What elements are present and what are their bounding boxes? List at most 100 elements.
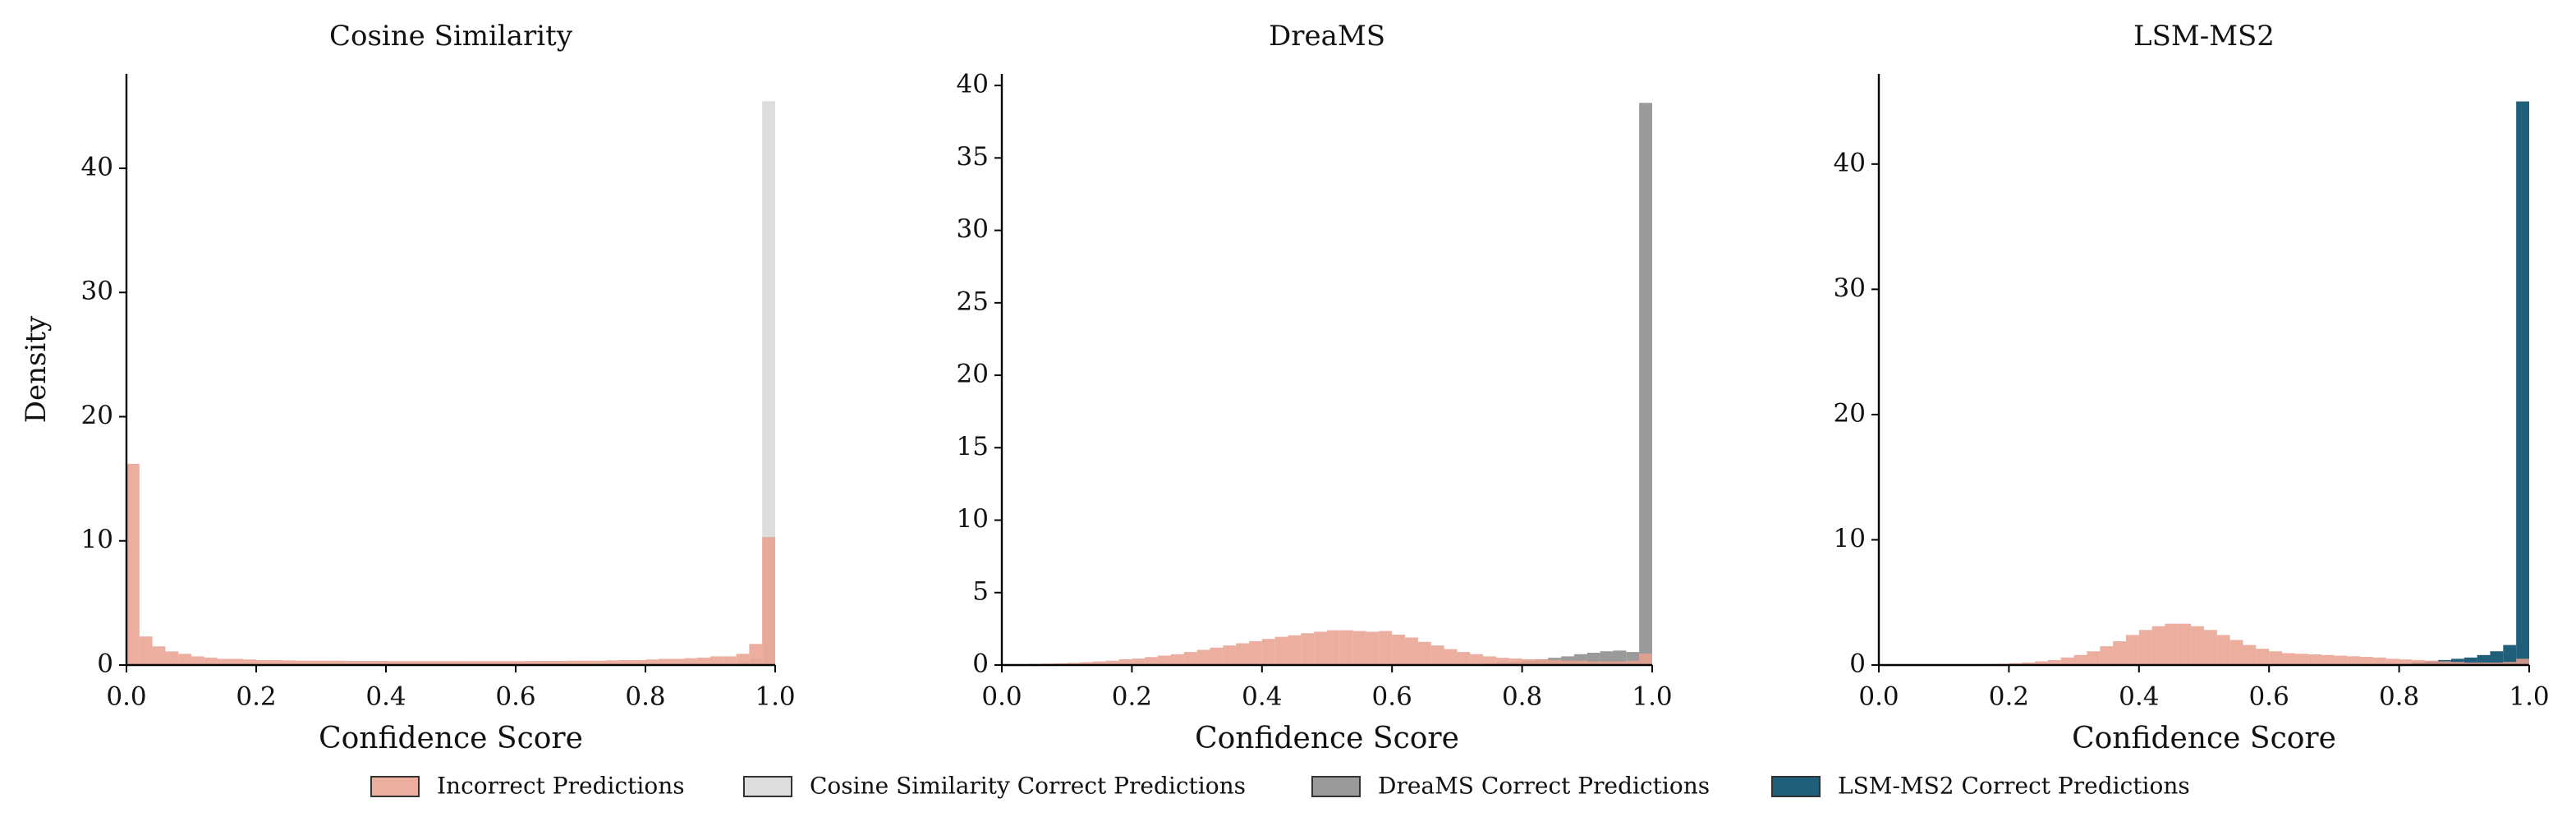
y-tick-label: 20	[1834, 398, 1866, 428]
histogram-bar	[2321, 654, 2335, 665]
histogram-bar	[178, 654, 191, 665]
histogram-bar	[2307, 654, 2321, 665]
x-tick-label: 0.8	[2379, 682, 2419, 712]
histogram-bar	[230, 658, 244, 665]
histogram-bar	[749, 644, 763, 665]
histogram-bar	[2464, 657, 2477, 665]
histogram-bar	[1145, 657, 1159, 665]
histogram-bar	[2516, 101, 2529, 665]
histogram-bar	[282, 660, 296, 665]
histogram-bar	[2372, 657, 2386, 665]
x-tick-label: 0.4	[2119, 682, 2159, 712]
histogram-bar	[1274, 636, 1288, 665]
histogram-bar	[2165, 623, 2179, 665]
histogram-bar	[386, 661, 399, 665]
histogram-bar	[2347, 656, 2361, 665]
histogram-bar	[269, 659, 282, 665]
histogram-bar	[1483, 656, 1496, 665]
histogram-bar	[645, 659, 659, 665]
histogram-bar	[658, 658, 672, 665]
histogram-bar	[1288, 635, 1302, 665]
histogram-bar	[1210, 647, 1224, 665]
histogram-bar	[360, 661, 374, 665]
histogram-bar	[1183, 652, 1197, 665]
histogram-bar	[723, 656, 737, 665]
histogram-bar	[425, 661, 439, 665]
histogram-bar	[619, 659, 633, 665]
histogram-bar	[2282, 653, 2295, 665]
histogram-bar	[632, 659, 645, 665]
histogram-bar	[1314, 631, 1327, 665]
histogram-bar	[2490, 651, 2504, 665]
histogram-bar	[463, 661, 477, 665]
histogram-bar	[1573, 660, 1587, 665]
histogram-bar	[2477, 662, 2491, 665]
y-tick-label: 10	[957, 504, 989, 534]
histogram-bar	[554, 661, 568, 665]
histogram-bar	[333, 660, 347, 665]
histogram-bar	[2047, 659, 2061, 665]
histogram-bar	[2269, 651, 2283, 665]
histogram-bar	[398, 661, 412, 665]
histogram-bar	[1639, 103, 1652, 665]
x-tick-label: 0.2	[236, 682, 276, 712]
x-tick-label: 0.6	[1372, 682, 1412, 712]
histogram-bar	[1067, 663, 1081, 665]
histogram-bar	[1535, 658, 1549, 665]
histogram-bar	[1600, 661, 1614, 665]
histogram-bar	[165, 651, 179, 665]
y-tick-label: 40	[957, 70, 989, 99]
histogram-bar	[1118, 658, 1132, 665]
histogram-bar	[567, 660, 581, 665]
histogram-bar	[2334, 655, 2348, 665]
y-tick-label: 0	[97, 649, 113, 679]
histogram-bar	[710, 656, 723, 665]
histogram-bar	[2073, 654, 2087, 665]
histogram-bar	[2100, 646, 2114, 665]
histogram-bar	[1379, 631, 1393, 665]
histogram-bar	[1248, 640, 1262, 665]
histogram-bar	[1639, 653, 1652, 665]
histogram-bar	[256, 659, 269, 665]
panel-title: Cosine Similarity	[329, 20, 573, 53]
histogram-bar	[2503, 645, 2517, 665]
legend-label: Cosine Similarity Correct Predictions	[810, 773, 1246, 800]
histogram-bar	[2385, 658, 2399, 665]
histogram-bar	[411, 661, 425, 665]
histogram-bar	[2438, 661, 2451, 665]
histogram-bar	[1301, 633, 1315, 665]
histogram-bar	[126, 463, 140, 665]
histogram-bar	[1236, 643, 1249, 665]
y-tick-label: 0	[972, 649, 989, 679]
histogram-bar	[1392, 634, 1406, 665]
x-tick-label: 0.4	[365, 682, 406, 712]
panel-title: DreaMS	[1269, 20, 1385, 53]
x-tick-label: 0.8	[625, 682, 665, 712]
legend-label: LSM-MS2 Correct Predictions	[1838, 773, 2190, 800]
panel-title: LSM-MS2	[2133, 20, 2275, 53]
x-tick-label: 0.4	[1242, 682, 1282, 712]
x-tick-label: 0.2	[1989, 682, 2029, 712]
histogram-bar	[541, 661, 555, 665]
histogram-bar	[139, 636, 153, 665]
histogram-bar	[2399, 659, 2413, 665]
histogram-bar	[2229, 640, 2243, 665]
x-tick-label: 1.0	[755, 682, 795, 712]
histogram-bar	[1223, 645, 1237, 665]
x-tick-label: 0.6	[495, 682, 535, 712]
histogram-bar	[1339, 630, 1353, 665]
histogram-bar	[762, 537, 775, 665]
histogram-bar	[2035, 661, 2048, 665]
histogram-bar	[1613, 661, 1627, 665]
histogram-bar	[2060, 657, 2074, 665]
histogram-bar	[2113, 641, 2126, 665]
y-tick-label: 40	[1834, 148, 1866, 177]
y-tick-label: 10	[81, 525, 113, 554]
y-tick-label: 35	[957, 142, 989, 172]
histogram-bar	[1327, 630, 1340, 665]
histogram-bar	[2256, 649, 2270, 665]
legend-swatch	[743, 776, 792, 797]
y-tick-label: 30	[81, 277, 113, 306]
histogram-bar	[736, 654, 750, 665]
histogram-bar	[1352, 631, 1366, 665]
